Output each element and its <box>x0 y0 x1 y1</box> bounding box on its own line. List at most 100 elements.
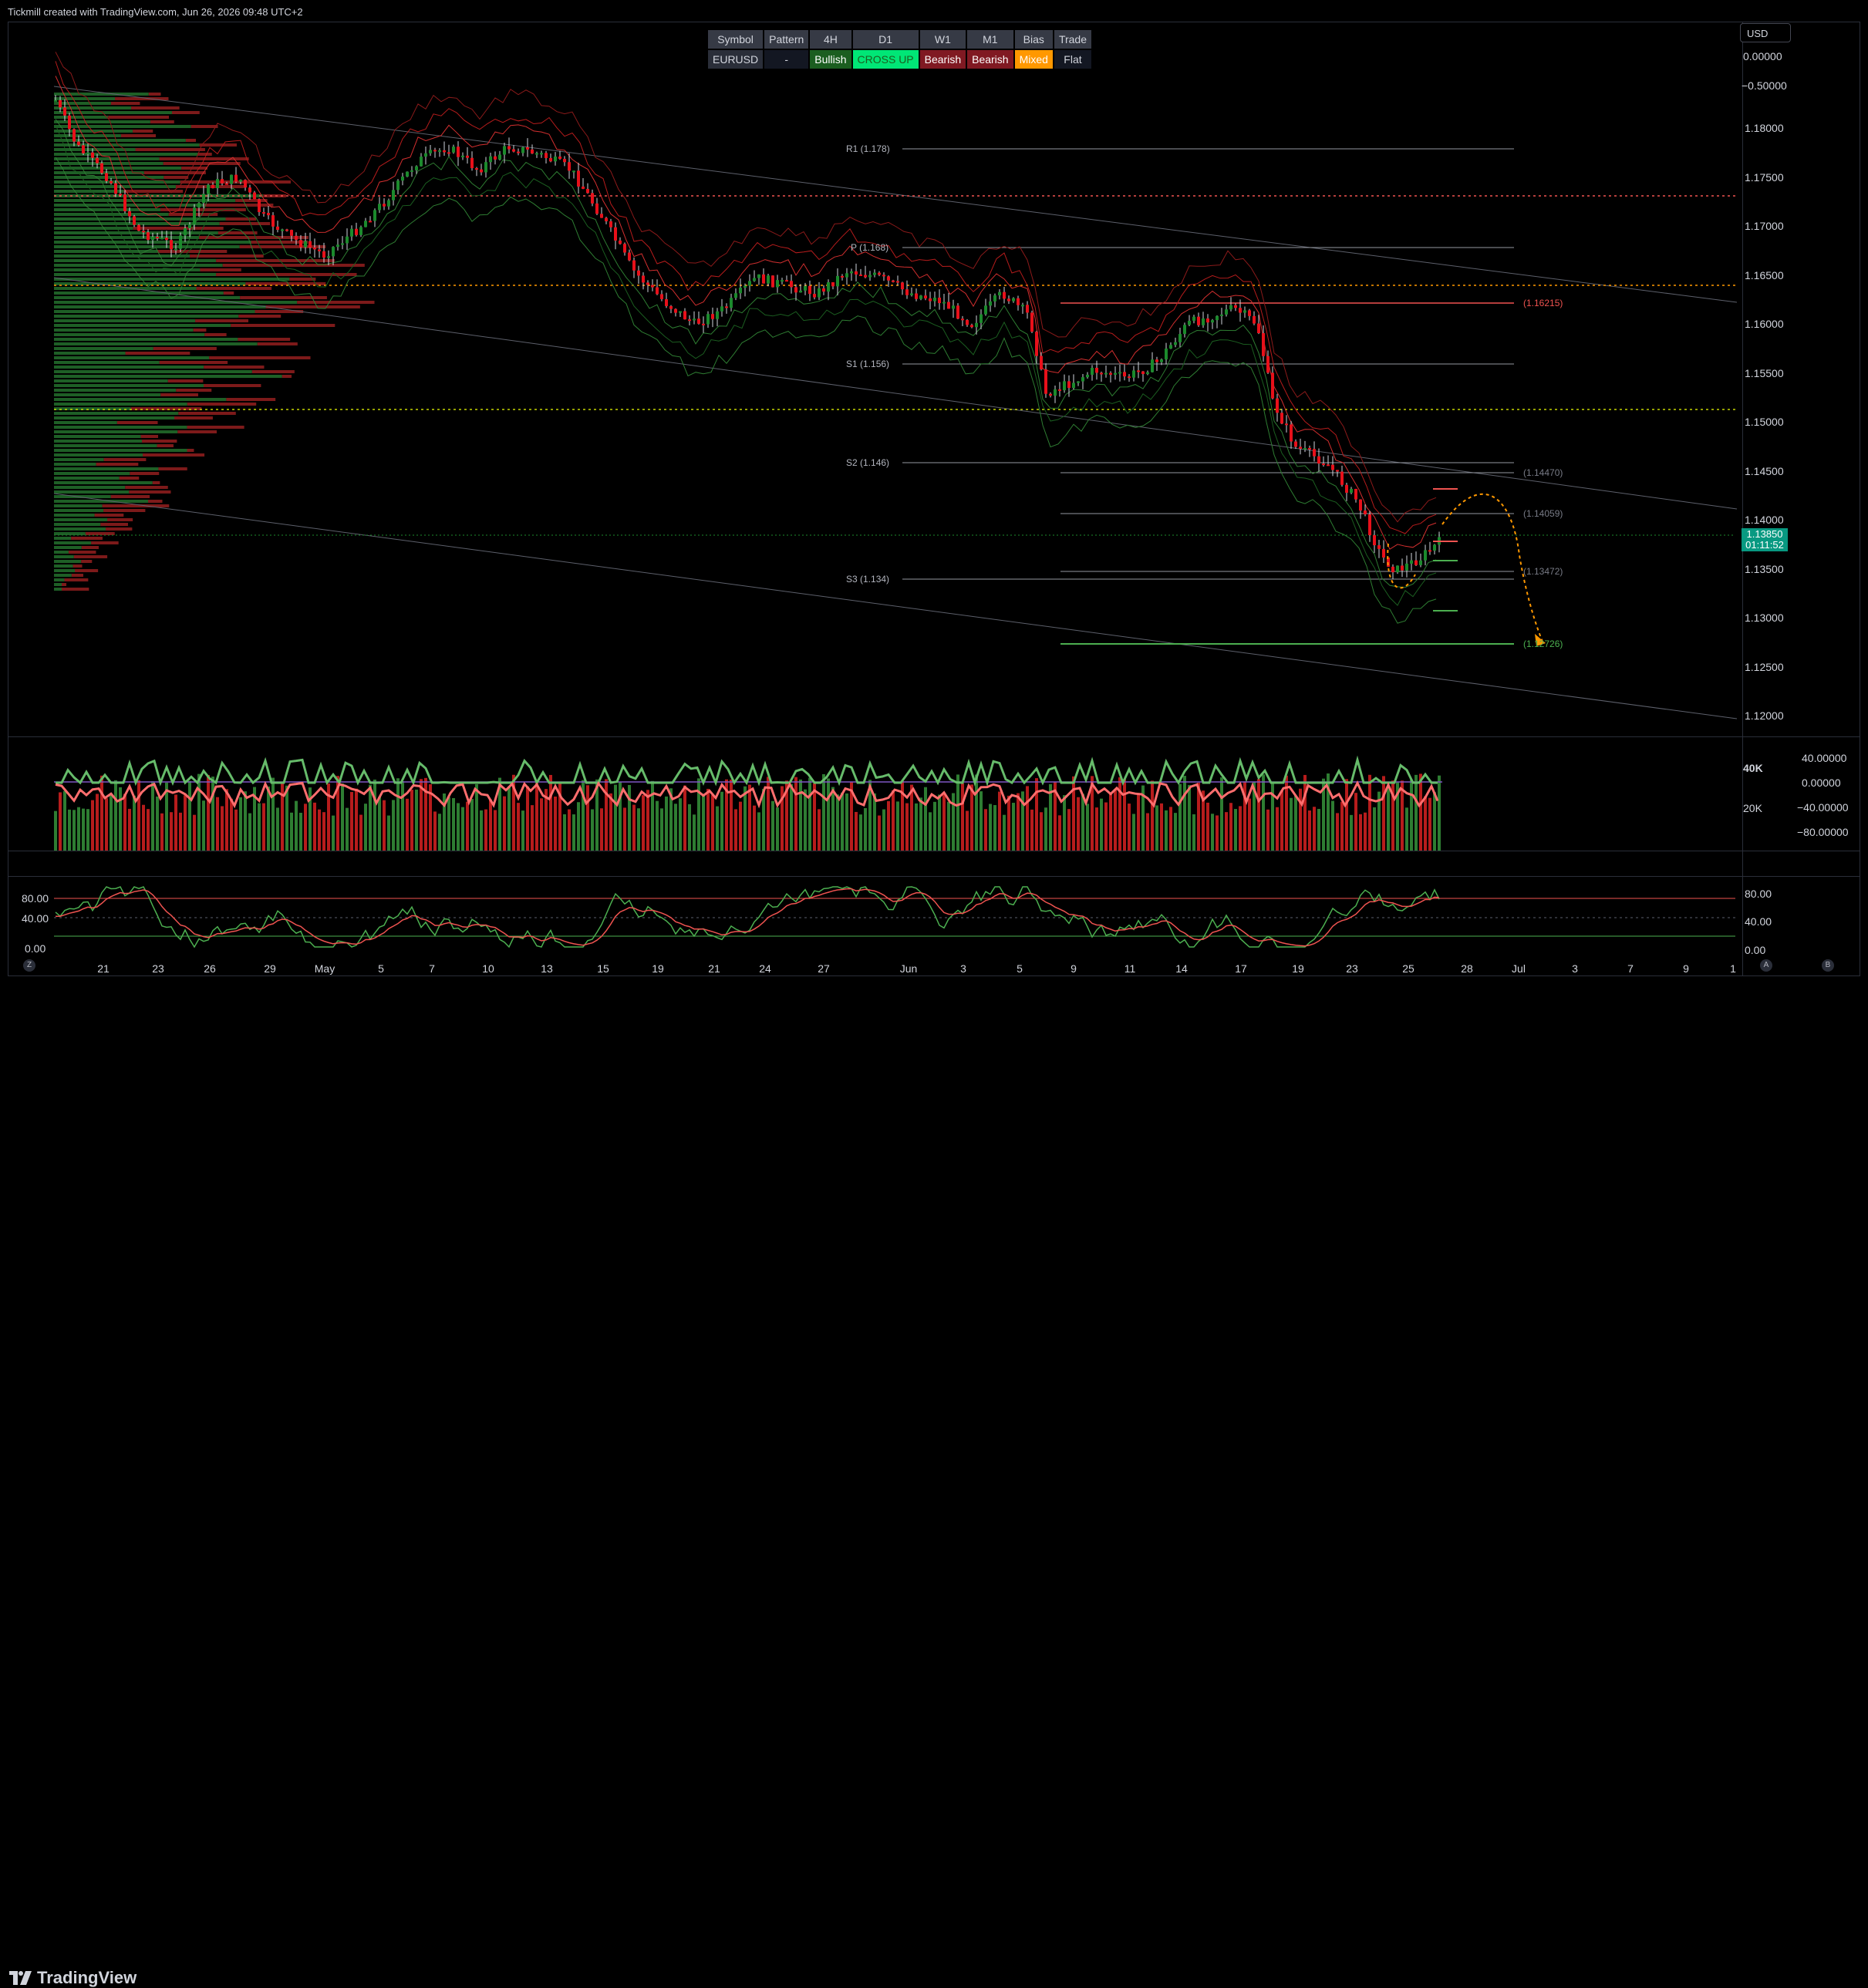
volume-scale-label-2: 20K <box>1743 802 1762 814</box>
volume-bar <box>503 796 506 851</box>
chart-area[interactable] <box>8 22 1743 976</box>
volume-bar <box>332 815 335 851</box>
profile-bar-sell <box>116 421 158 424</box>
volume-bar <box>1072 776 1075 851</box>
volume-bar <box>1054 782 1057 851</box>
profile-bar-sell <box>120 134 156 137</box>
volume-bar <box>271 777 275 851</box>
candle-body <box>309 241 312 248</box>
volume-bar <box>475 783 478 851</box>
volume-bar <box>281 781 284 851</box>
volume-bar <box>637 808 640 851</box>
channel-upper-line <box>53 86 1738 303</box>
profile-bar-buy <box>54 180 180 184</box>
time-tick: 21 <box>708 962 720 975</box>
price-tick: 1.14000 <box>1745 514 1784 526</box>
candle-body <box>1340 471 1344 485</box>
candle-body <box>1095 367 1098 373</box>
volume-bar <box>1414 774 1418 851</box>
candle-body <box>1003 291 1006 299</box>
profile-bar-buy <box>54 329 194 332</box>
time-tick: 1 <box>1730 962 1736 975</box>
profile-bar-buy <box>54 315 239 318</box>
candle-body <box>517 151 520 153</box>
auto-scale-button[interactable]: A <box>1760 959 1772 972</box>
candle-body <box>1262 333 1265 356</box>
volume-bar <box>711 795 714 851</box>
candle-body <box>827 281 830 292</box>
profile-bar-buy <box>54 319 196 322</box>
candle-body <box>322 251 325 258</box>
volume-bar <box>512 774 515 851</box>
profile-bar-buy <box>54 111 172 114</box>
price-scale[interactable] <box>1743 22 1860 976</box>
candle-body <box>1354 488 1357 500</box>
profile-bar-sell <box>216 273 357 276</box>
candle-body <box>480 169 483 173</box>
candle-body <box>341 243 344 245</box>
profile-bar-sell <box>125 486 168 489</box>
candle-body <box>919 295 922 299</box>
profile-bar-sell <box>152 481 160 484</box>
stoch-right-tick: 0.00 <box>1745 944 1766 956</box>
candle-body <box>1202 318 1205 325</box>
candle-body <box>1077 381 1080 383</box>
candle-body <box>1192 316 1195 321</box>
volume-bar <box>234 809 238 851</box>
profile-bar-buy <box>54 366 204 369</box>
profile-bar-sell <box>238 315 282 318</box>
brand-name: TradingView <box>37 1968 137 1987</box>
volume-bar <box>813 783 816 851</box>
volume-bar <box>1081 794 1084 851</box>
volume-bar <box>905 803 909 851</box>
volume-bar <box>1262 774 1265 851</box>
candle-body <box>818 288 821 298</box>
currency-button[interactable]: USD <box>1740 23 1791 42</box>
pane-separator[interactable] <box>8 736 1860 737</box>
candle-body <box>54 99 57 102</box>
candle-body <box>609 221 612 227</box>
volume-bar <box>753 805 756 851</box>
profile-bar-buy <box>54 518 108 521</box>
profile-bar-sell <box>133 130 153 133</box>
candle-body <box>350 228 353 237</box>
candle-body <box>475 168 478 170</box>
volume-osc-tick: −40.00000 <box>1797 801 1849 814</box>
time-tick: 9 <box>1071 962 1077 975</box>
candle-body <box>790 281 793 288</box>
volume-bar <box>980 791 983 851</box>
candle-body <box>771 275 774 288</box>
profile-bar-sell <box>204 333 227 336</box>
candle-body <box>1123 372 1126 377</box>
volume-bar <box>868 780 872 851</box>
candle-body <box>1151 359 1154 372</box>
tradingview-logo[interactable]: TradingView <box>9 1968 137 1988</box>
candle-body <box>702 323 705 325</box>
candle-body <box>1428 550 1431 552</box>
profile-bar-sell <box>263 194 286 197</box>
profile-bar-buy <box>54 93 149 96</box>
settings-button[interactable]: B <box>1822 959 1834 972</box>
candle-body <box>725 306 728 308</box>
volume-bar <box>424 777 427 851</box>
profile-bar-buy <box>54 588 62 591</box>
volume-bar <box>91 800 94 851</box>
candle-body <box>461 155 464 157</box>
pane-separator[interactable] <box>8 876 1860 877</box>
volume-bar <box>781 786 784 851</box>
candle-body <box>1364 510 1367 514</box>
volume-bar <box>63 790 66 851</box>
profile-bar-sell <box>110 102 140 105</box>
volume-bar <box>1391 780 1394 851</box>
volume-bar <box>1428 797 1431 851</box>
price-chart-canvas[interactable] <box>0 0 1868 1025</box>
top-bar: Tickmill created with TradingView.com, J… <box>0 0 1868 22</box>
profile-bar-sell <box>200 268 241 271</box>
volume-bar <box>1382 776 1385 851</box>
volume-bar <box>1327 773 1330 851</box>
stoch-left-tick: 40.00 <box>22 912 49 925</box>
price-tick: 1.17000 <box>1745 220 1784 232</box>
time-tick: 3 <box>960 962 966 975</box>
zoom-button[interactable]: Z <box>23 959 35 972</box>
profile-bar-buy <box>54 301 298 304</box>
